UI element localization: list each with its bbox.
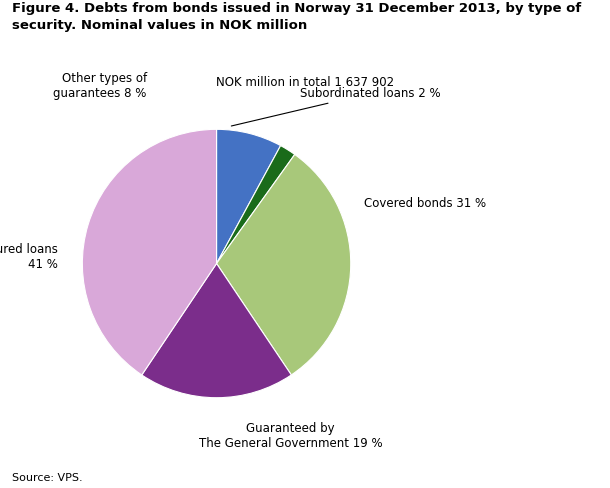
Text: Guaranteed by
The General Government 19 %: Guaranteed by The General Government 19 … <box>198 422 382 450</box>
Wedge shape <box>82 129 217 375</box>
Wedge shape <box>142 264 292 398</box>
Text: Subordinated loans 2 %: Subordinated loans 2 % <box>231 87 440 126</box>
Text: Unsecured loans
41 %: Unsecured loans 41 % <box>0 243 58 271</box>
Text: Other types of
guarantees 8 %: Other types of guarantees 8 % <box>54 72 147 100</box>
Wedge shape <box>217 155 351 375</box>
Text: Covered bonds 31 %: Covered bonds 31 % <box>364 197 486 210</box>
Text: Source: VPS.: Source: VPS. <box>12 473 83 483</box>
Wedge shape <box>217 129 281 264</box>
Text: NOK million in total 1 637 902: NOK million in total 1 637 902 <box>216 76 394 89</box>
Text: Figure 4. Debts from bonds issued in Norway 31 December 2013, by type of
securit: Figure 4. Debts from bonds issued in Nor… <box>12 2 581 32</box>
Wedge shape <box>217 145 295 264</box>
